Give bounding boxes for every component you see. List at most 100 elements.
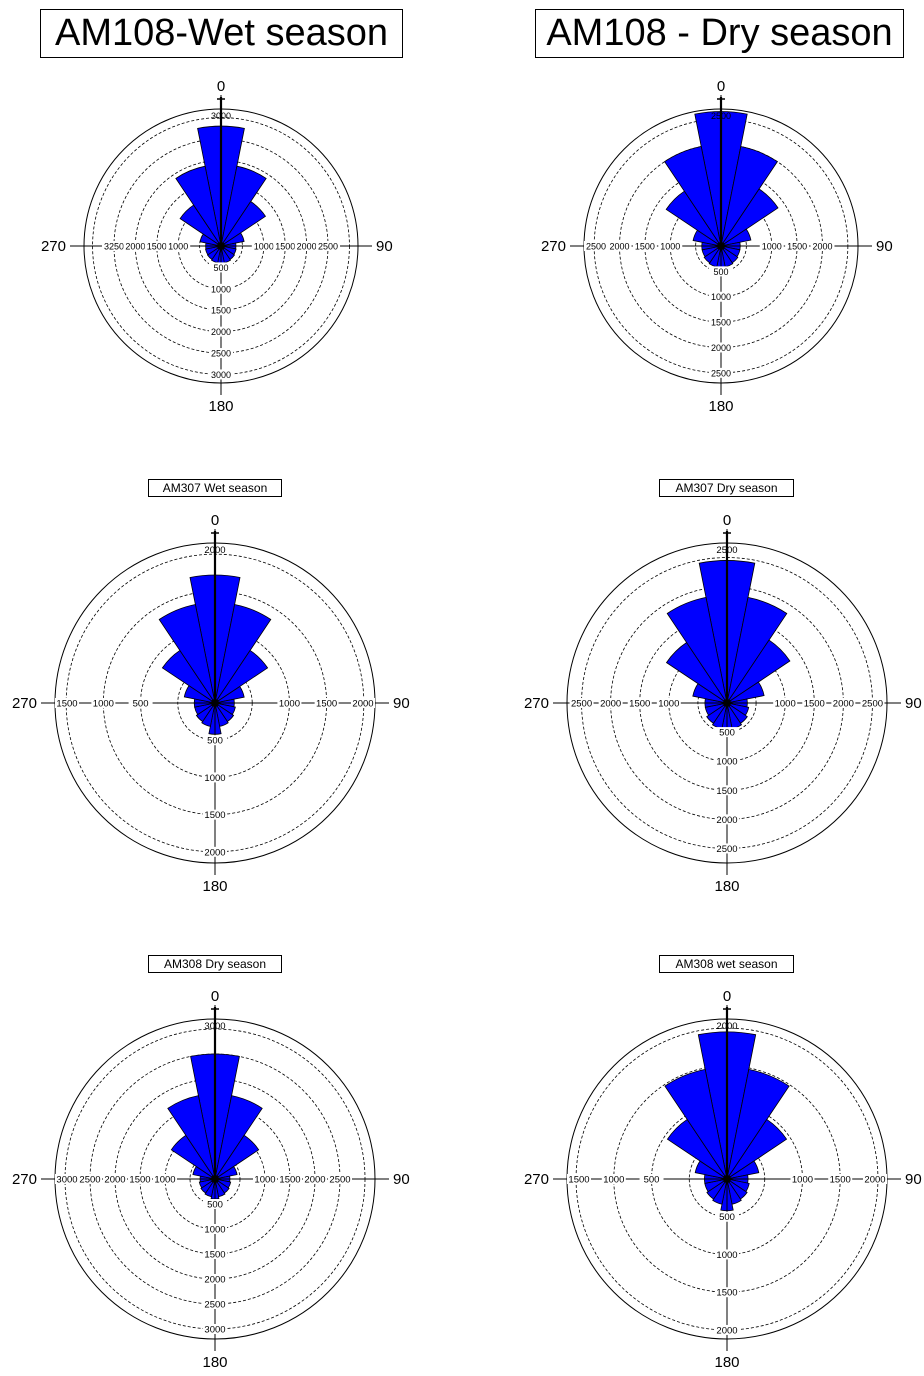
ring-label-bg <box>328 1174 352 1184</box>
rose-am307-wet: 0 90 180 270 500 1000 1500 2000 1000 1500 2000 2000… <box>12 512 410 895</box>
ring-label-west: 500 <box>644 1175 660 1186</box>
ring-label-west: 2500 <box>586 242 606 252</box>
ring-label-south: 500 <box>207 736 223 747</box>
ring-label-east: 1000 <box>279 699 300 710</box>
sector-225 <box>195 702 216 723</box>
ring-label-east: 1500 <box>316 699 337 710</box>
ring-label-bg <box>790 1174 815 1184</box>
ring-label-bg <box>203 735 227 746</box>
ring-label-south: 2000 <box>716 1325 737 1336</box>
ring-label-east: 2000 <box>833 699 854 710</box>
ring-label-east: 1500 <box>275 242 295 252</box>
ring-label-bg <box>209 348 233 359</box>
ring-label-north: 2500 <box>716 545 737 556</box>
ring-label-south: 1500 <box>711 318 731 328</box>
sector-337.5 <box>666 596 728 704</box>
direction-label-180: 180 <box>202 1354 227 1371</box>
ring-label-south: 1500 <box>204 1250 225 1261</box>
ring-label-bg <box>203 1199 227 1209</box>
ring-label-south: 1500 <box>716 786 737 797</box>
ring-label-bg <box>203 809 227 820</box>
ring-label-west: 1500 <box>129 1175 150 1186</box>
ring-label-bg <box>709 367 733 378</box>
ring-label-bg <box>715 727 739 738</box>
ring-label-west: 1500 <box>56 699 77 710</box>
ring-label-bg <box>627 698 652 708</box>
sector-337.5 <box>664 1068 728 1180</box>
ring-label-bg <box>639 1174 664 1184</box>
ring-label-bg <box>658 241 683 251</box>
ring-label-bg <box>863 1174 887 1184</box>
ring-label-bg <box>759 241 784 251</box>
sector-225 <box>200 1178 216 1194</box>
sector-67.5 <box>220 232 245 247</box>
ring-label-west: 1000 <box>660 242 680 252</box>
direction-label-0: 0 <box>723 988 731 1005</box>
direction-label-270: 270 <box>12 695 37 712</box>
direction-label-270: 270 <box>541 238 566 255</box>
direction-label-270: 270 <box>41 238 66 255</box>
direction-label-180: 180 <box>714 878 739 895</box>
ring-label-south: 1000 <box>716 1250 737 1261</box>
ring-label-bg <box>709 266 733 277</box>
ring-label-bg <box>209 283 233 294</box>
ring-label-bg <box>144 241 169 251</box>
ring-label-bg <box>715 1324 739 1335</box>
ring-label-south: 2000 <box>711 343 731 353</box>
chart-title-am108-dry: AM108 - Dry season <box>535 9 904 58</box>
ring-label-south: 2000 <box>716 815 737 826</box>
ring-label-bg <box>55 698 79 708</box>
direction-label-180: 180 <box>208 398 233 415</box>
ring-label-east: 1500 <box>787 242 807 252</box>
ring-label-bg <box>123 241 148 251</box>
ring-label-west: 1000 <box>603 1175 624 1186</box>
ring-label-bg <box>632 241 657 251</box>
ring-label-bg <box>709 342 733 353</box>
ring-label-south: 500 <box>719 1212 735 1223</box>
ring-label-west: 1500 <box>635 242 655 252</box>
ring-label-bg <box>128 698 153 708</box>
sector-67.5 <box>214 1165 238 1180</box>
sector-247.5 <box>198 1178 216 1189</box>
ring-label-west: 2500 <box>79 1175 100 1186</box>
ring-label-bg <box>715 785 739 796</box>
ring-label-south: 2500 <box>204 1300 225 1311</box>
sector-22.5 <box>220 165 267 247</box>
ring-label-bg <box>277 698 302 708</box>
ring-label-bg <box>278 1174 302 1184</box>
ring-label-bg <box>810 241 835 251</box>
ring-label-bg <box>209 262 233 273</box>
direction-label-180: 180 <box>708 398 733 415</box>
ring-label-south: 1500 <box>716 1288 737 1299</box>
ring-label-bg <box>656 698 681 708</box>
ring-label-east: 1500 <box>279 1175 300 1186</box>
ring-label-bg <box>715 814 739 825</box>
ring-label-south: 3000 <box>211 370 231 380</box>
ring-label-south: 1000 <box>711 292 731 302</box>
ring-label-bg <box>203 1299 227 1309</box>
ring-label-south: 3000 <box>204 1325 225 1336</box>
ring-label-bg <box>273 241 298 251</box>
ring-label-bg <box>584 241 608 251</box>
ring-label-east: 2500 <box>862 699 883 710</box>
chart-title-am307-dry: AM307 Dry season <box>659 479 794 497</box>
ring-label-south: 1000 <box>204 773 225 784</box>
ring-label-south: 500 <box>719 728 735 739</box>
sector-225 <box>706 1178 728 1200</box>
ring-label-bg <box>203 1224 227 1234</box>
ring-label-bg <box>203 1274 227 1284</box>
ring-label-south: 2500 <box>211 349 231 359</box>
sector-45 <box>726 1118 788 1180</box>
center-dot <box>723 699 731 707</box>
ring-label-south: 2500 <box>711 368 731 378</box>
ring-label-bg <box>316 241 341 251</box>
ring-label-west: 2000 <box>610 242 630 252</box>
ring-label-west: 2000 <box>600 699 621 710</box>
direction-label-0: 0 <box>211 512 219 529</box>
rose-am307-dry: 0 90 180 270 500 1000 1500 2000 2500 1000 1500 2000… <box>524 512 922 895</box>
ring-label-west: 1000 <box>154 1175 175 1186</box>
ring-label-bg <box>828 1174 853 1184</box>
ring-label-bg <box>351 698 375 708</box>
sector-45 <box>726 639 791 704</box>
